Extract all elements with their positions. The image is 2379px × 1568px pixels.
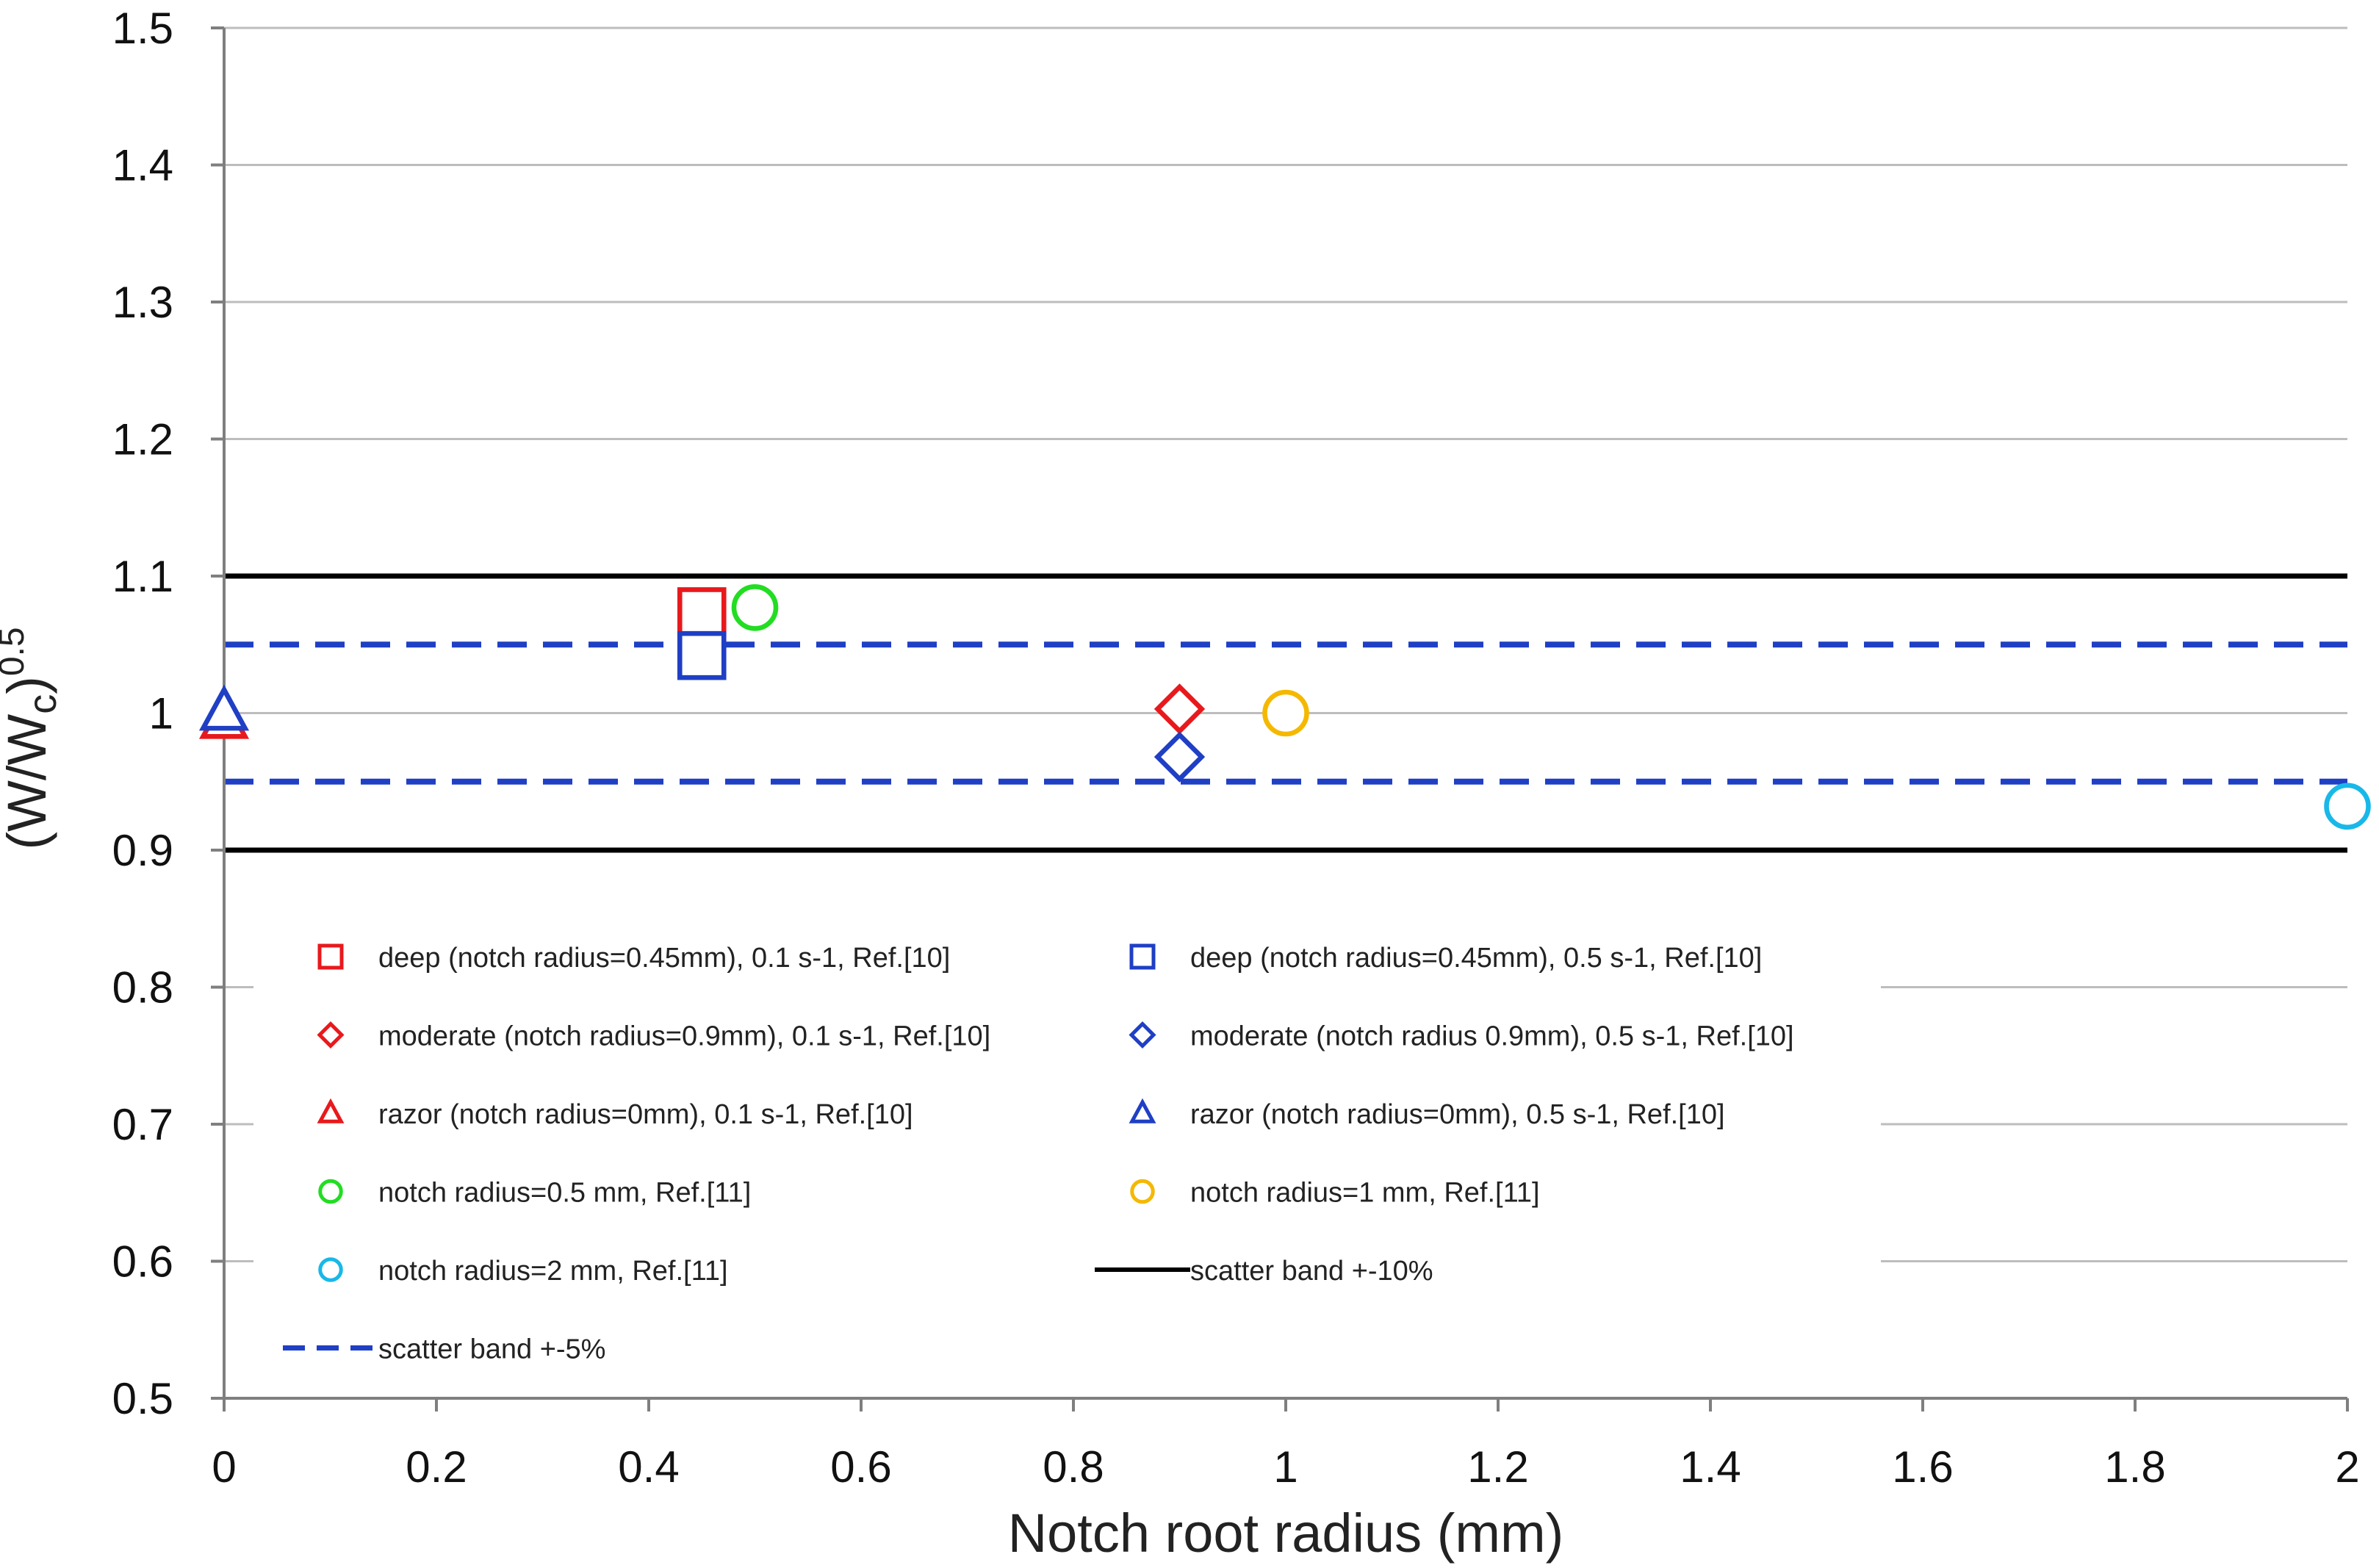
y-tick-label-4: 0.9 xyxy=(112,826,173,875)
reference-lines xyxy=(224,573,2347,853)
y-tick-label-1: 0.6 xyxy=(112,1237,173,1287)
legend-item-9: scatter band +-10% xyxy=(1095,1256,1433,1287)
x-tick-label-7: 1.4 xyxy=(1680,1442,1741,1492)
x-tick-label-5: 1 xyxy=(1273,1442,1298,1492)
y-tick-label-8: 1.3 xyxy=(112,278,173,327)
y-tick-label-2: 0.7 xyxy=(112,1100,173,1149)
legend-item-1: deep (notch radius=0.45mm), 0.5 s-1, Ref… xyxy=(1129,943,1762,974)
x-tick-label-0: 0 xyxy=(212,1442,236,1492)
legend-marker-5 xyxy=(1129,1098,1156,1123)
legend-label-1: deep (notch radius=0.45mm), 0.5 s-1, Ref… xyxy=(1190,943,1762,974)
legend-label-2: moderate (notch radius=0.9mm), 0.1 s-1, … xyxy=(378,1021,990,1052)
y-tick-label-9: 1.4 xyxy=(112,141,173,190)
legend-item-8: notch radius=2 mm, Ref.[11] xyxy=(318,1256,728,1287)
data-point-circle-6-0 xyxy=(731,584,779,631)
legend-marker-1 xyxy=(1129,943,1156,970)
x-tick-label-2: 0.4 xyxy=(618,1442,679,1492)
legend-item-3: moderate (notch radius 0.9mm), 0.5 s-1, … xyxy=(1129,1021,1794,1052)
y-axis-title-superscript: 0.5 xyxy=(0,627,32,676)
legend-box xyxy=(253,911,1881,1370)
data-point-diamond-2-0 xyxy=(1153,683,1206,735)
x-tick-label-6: 1.2 xyxy=(1467,1442,1528,1492)
legend-marker-2 xyxy=(317,1021,345,1049)
legend: deep (notch radius=0.45mm), 0.1 s-1, Ref… xyxy=(253,911,1881,1370)
y-axis-title: (W/Wc)0.5 xyxy=(0,627,65,849)
y-tick-label-10: 1.5 xyxy=(112,4,173,53)
x-tick-label-1: 0.2 xyxy=(406,1442,467,1492)
legend-item-2: moderate (notch radius=0.9mm), 0.1 s-1, … xyxy=(317,1021,990,1052)
x-axis-title: Notch root radius (mm) xyxy=(1008,1503,1564,1564)
data-point-circle-7-0 xyxy=(1262,689,1309,737)
x-tick-label-8: 1.6 xyxy=(1892,1442,1953,1492)
legend-item-0: deep (notch radius=0.45mm), 0.1 s-1, Ref… xyxy=(317,943,950,974)
data-points xyxy=(198,584,2371,830)
y-tick-label-0: 0.5 xyxy=(112,1374,173,1423)
y-axis-title-subscript: c xyxy=(21,694,65,714)
data-point-square-1-0 xyxy=(677,630,727,680)
legend-marker-6 xyxy=(318,1179,343,1204)
legend-label-0: deep (notch radius=0.45mm), 0.1 s-1, Ref… xyxy=(378,943,950,974)
legend-marker-3 xyxy=(1129,1021,1156,1049)
x-tick-label-4: 0.8 xyxy=(1043,1442,1104,1492)
legend-item-7: notch radius=1 mm, Ref.[11] xyxy=(1130,1178,1540,1209)
x-tick-label-3: 0.6 xyxy=(830,1442,891,1492)
legend-label-9: scatter band +-10% xyxy=(1190,1256,1433,1287)
legend-item-10: scatter band +-5% xyxy=(283,1334,605,1365)
y-axis-title-base: (W/W xyxy=(0,714,57,850)
legend-label-8: notch radius=2 mm, Ref.[11] xyxy=(378,1256,728,1287)
legend-label-7: notch radius=1 mm, Ref.[11] xyxy=(1190,1178,1540,1209)
y-axis-title-close: ) xyxy=(0,676,57,694)
legend-item-4: razor (notch radius=0mm), 0.1 s-1, Ref.[… xyxy=(317,1098,913,1130)
legend-marker-4 xyxy=(317,1098,345,1123)
legend-marker-7 xyxy=(1130,1179,1155,1204)
legend-label-4: razor (notch radius=0mm), 0.1 s-1, Ref.[… xyxy=(378,1099,913,1130)
data-point-diamond-3-0 xyxy=(1153,731,1206,783)
y-tick-label-5: 1 xyxy=(149,689,173,738)
legend-item-5: razor (notch radius=0mm), 0.5 s-1, Ref.[… xyxy=(1129,1098,1725,1130)
data-point-triangle-5-0 xyxy=(198,684,250,731)
legend-label-5: razor (notch radius=0mm), 0.5 s-1, Ref.[… xyxy=(1190,1099,1725,1130)
legend-label-10: scatter band +-5% xyxy=(378,1334,605,1365)
x-tick-label-10: 2 xyxy=(2335,1442,2359,1492)
legend-label-6: notch radius=0.5 mm, Ref.[11] xyxy=(378,1178,751,1209)
tick-labels: 0.5 0.6 0.7 0.8 0.9 1 1.1 1.2 1.3 1.4 1.5 0 0.2 0.4 0.… xyxy=(112,4,2360,1492)
data-point-square-0-0 xyxy=(677,587,727,636)
legend-item-6: notch radius=0.5 mm, Ref.[11] xyxy=(318,1178,751,1209)
y-tick-label-7: 1.2 xyxy=(112,415,173,464)
legend-label-3: moderate (notch radius 0.9mm), 0.5 s-1, … xyxy=(1190,1021,1794,1052)
legend-marker-8 xyxy=(318,1257,343,1282)
data-point-circle-8-0 xyxy=(2324,783,2371,830)
y-tick-label-3: 0.8 xyxy=(112,963,173,1013)
y-tick-label-6: 1.1 xyxy=(112,552,173,601)
x-tick-label-9: 1.8 xyxy=(2104,1442,2165,1492)
legend-marker-0 xyxy=(317,943,344,970)
